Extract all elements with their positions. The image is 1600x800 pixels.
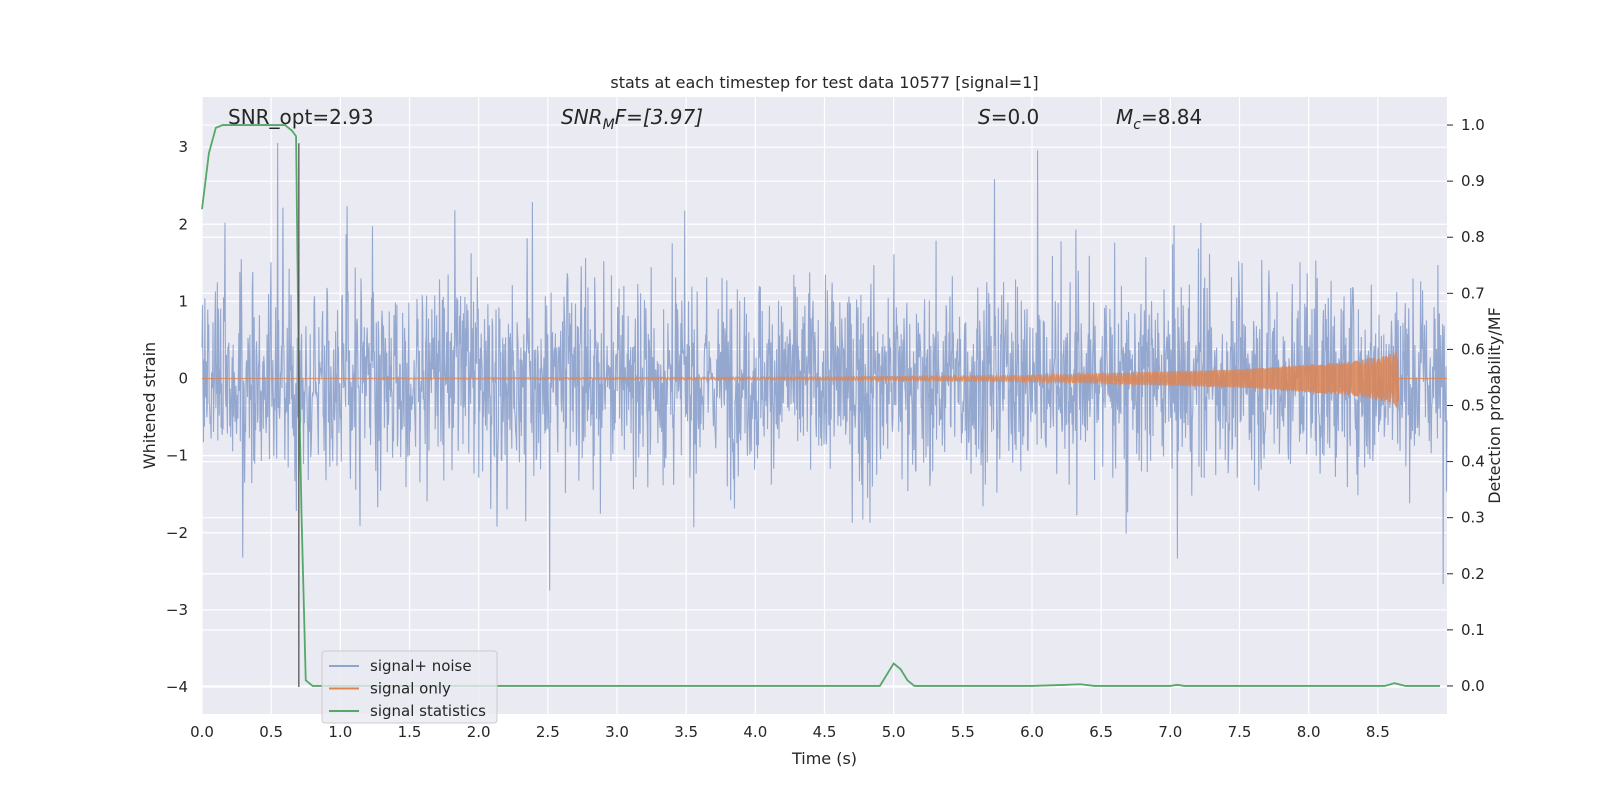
series-signal-only [202, 351, 1447, 408]
x-tick-label: 7.5 [1228, 723, 1252, 741]
y-tick-label: 0 [178, 370, 188, 388]
legend-label-signal-statistics: signal statistics [370, 702, 486, 720]
y2-tick-label: 0.0 [1461, 677, 1485, 695]
annotation-snr-opt: SNR_opt=2.93 [228, 105, 374, 129]
annotation-mc-main: M [1116, 105, 1133, 129]
annotation-snr-mf-rest: F=[3.97] [615, 105, 703, 129]
signal-only-line [202, 351, 1447, 408]
x-axis-ticks: 0.0 0.5 1.0 1.5 2.0 2.5 3.0 3.5 4.0 4.5 5.0 5.5 6.0 6… [190, 723, 1390, 741]
x-tick-label: 4.5 [813, 723, 837, 741]
chart-title: stats at each timestep for test data 105… [610, 73, 1038, 92]
signal-noise-line [201, 143, 1448, 591]
x-tick-label: 7.0 [1158, 723, 1182, 741]
y-axis-label: Whitened strain [140, 342, 159, 469]
signal-statistics-line [201, 124, 1441, 687]
y2-tick-label: 0.5 [1461, 397, 1485, 415]
x-tick-label: 4.0 [743, 723, 767, 741]
x-tick-label: 0.0 [190, 723, 214, 741]
y2-tick-label: 0.4 [1461, 453, 1485, 471]
series-signal-noise [201, 143, 1448, 591]
y-tick-label: −4 [166, 678, 188, 696]
y2-tick-label: 0.7 [1461, 284, 1485, 302]
annotation-mc-rest: =8.84 [1141, 105, 1202, 129]
y2-tick-label: 0.9 [1461, 172, 1485, 190]
y2-tick-label: 0.8 [1461, 228, 1485, 246]
y-tick-label: 3 [178, 138, 188, 156]
x-tick-label: 3.0 [605, 723, 629, 741]
annotation-snr-mf: SNRMF=[3.97] [561, 105, 703, 133]
annotation-mc: Mc=8.84 [1116, 105, 1202, 133]
x-tick-label: 3.5 [674, 723, 698, 741]
x-tick-label: 1.0 [328, 723, 352, 741]
x-tick-label: 8.5 [1366, 723, 1390, 741]
y-tick-label: 2 [178, 215, 188, 233]
annotation-snr-mf-sub: M [603, 117, 615, 133]
y2-axis-label: Detection probability/MF [1485, 307, 1504, 504]
y-axis-ticks: 3 2 1 0 −1 −2 −3 −4 [166, 138, 188, 696]
x-tick-label: 5.5 [951, 723, 975, 741]
x-tick-label: 5.0 [882, 723, 906, 741]
annotation-s: S=0.0 [978, 105, 1039, 129]
y2-tick-label: 1.0 [1461, 116, 1485, 134]
legend: signal+ noise signal only signal statist… [321, 650, 498, 724]
y2-axis-ticks: 1.0 0.9 0.8 0.7 0.6 0.5 0.4 0.3 0.2 0.1 0.0 [1447, 116, 1485, 695]
x-axis-label: Time (s) [791, 749, 857, 768]
legend-label-signal-only: signal only [370, 680, 451, 698]
y2-tick-label: 0.1 [1461, 621, 1485, 639]
y-tick-label: −3 [166, 601, 188, 619]
annotation-mc-sub: c [1133, 117, 1141, 133]
x-tick-label: 2.5 [536, 723, 560, 741]
y2-tick-label: 0.6 [1461, 340, 1485, 358]
annotation-snr-mf-main: SNR [561, 105, 603, 129]
x-tick-label: 2.0 [467, 723, 491, 741]
legend-label-signal-noise: signal+ noise [370, 657, 472, 675]
y2-tick-label: 0.2 [1461, 565, 1485, 583]
x-tick-label: 6.0 [1020, 723, 1044, 741]
grid [201, 97, 1447, 714]
series-signal-statistics [201, 124, 1441, 687]
y2-tick-label: 0.3 [1461, 509, 1485, 527]
annotation-s-rest: =0.0 [991, 105, 1040, 129]
legend-box [321, 650, 498, 724]
y-tick-label: −2 [166, 524, 188, 542]
y-tick-label: 1 [178, 292, 188, 310]
x-tick-label: 0.5 [259, 723, 283, 741]
x-tick-label: 6.5 [1089, 723, 1113, 741]
x-tick-label: 1.5 [398, 723, 422, 741]
x-tick-label: 8.0 [1297, 723, 1321, 741]
y-tick-label: −1 [166, 447, 188, 465]
annotation-s-main: S [978, 105, 991, 129]
